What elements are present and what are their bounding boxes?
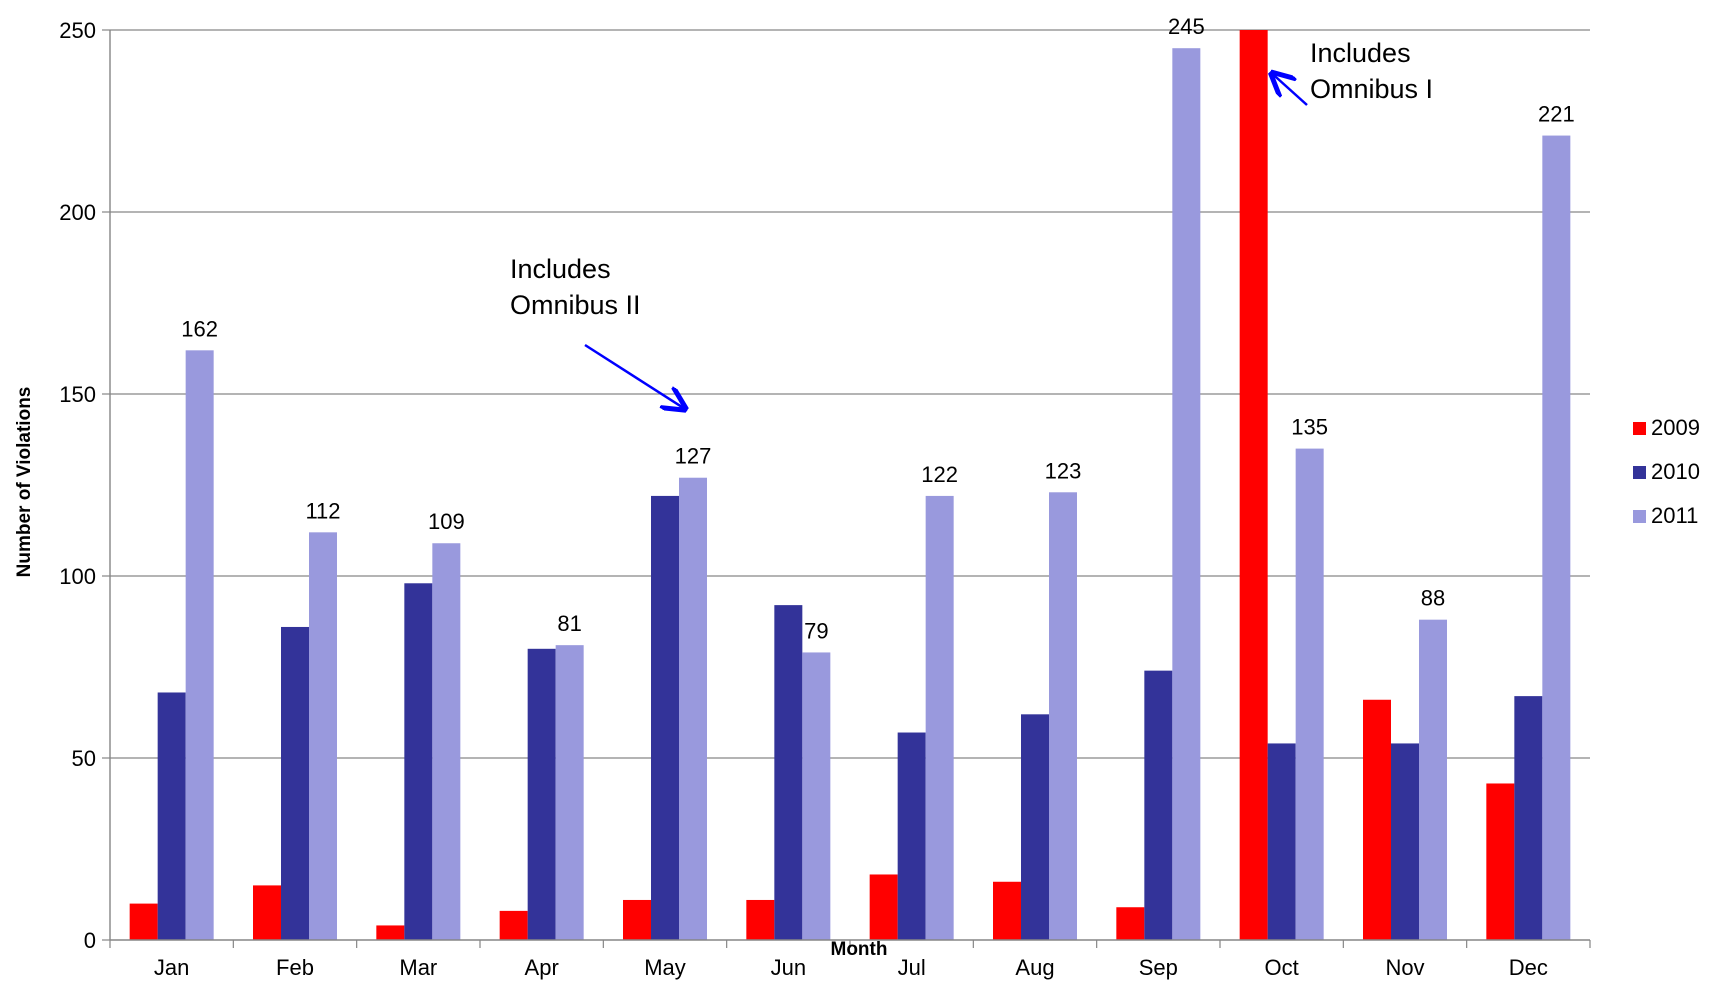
bar-2010-dec bbox=[1514, 696, 1543, 940]
bar-2009-feb bbox=[253, 885, 281, 940]
annotation-text: Omnibus II bbox=[510, 290, 641, 320]
legend-label-2010: 2010 bbox=[1651, 459, 1700, 484]
x-tick-label: Jun bbox=[771, 955, 806, 980]
annotation-text: Includes bbox=[1310, 38, 1411, 68]
bar-2009-may bbox=[623, 899, 651, 940]
bar-2010-apr bbox=[527, 648, 556, 940]
data-labels: 162 112 109 81 127 79 122 123 245 135 88 221 bbox=[181, 14, 1574, 643]
bar-2010-jan bbox=[157, 692, 186, 940]
y-tick-label: 0 bbox=[84, 928, 96, 953]
bar-2010-nov bbox=[1391, 743, 1419, 940]
data-label-dec: 221 bbox=[1538, 102, 1575, 127]
data-label-mar: 109 bbox=[428, 509, 465, 534]
data-label-jun: 79 bbox=[804, 618, 828, 643]
data-label-oct: 135 bbox=[1291, 415, 1328, 440]
y-tick-label: 250 bbox=[59, 18, 96, 43]
bar-2009-oct bbox=[1239, 30, 1268, 940]
data-label-jul: 122 bbox=[921, 462, 958, 487]
gridlines bbox=[110, 29, 1590, 759]
axes: 0 50 100 150 200 250 Jan Feb Mar Apr May Jun Jul Aug S… bbox=[59, 18, 1591, 980]
y-tick-label: 100 bbox=[59, 564, 96, 589]
x-tick-label: Mar bbox=[399, 955, 437, 980]
bar-2010-aug bbox=[1021, 714, 1049, 940]
bar-2009-aug bbox=[993, 881, 1021, 940]
annotation-text: Includes bbox=[510, 254, 611, 284]
bar-2009-dec bbox=[1486, 783, 1515, 940]
legend-label-2009: 2009 bbox=[1651, 415, 1700, 440]
legend-swatch-2011 bbox=[1633, 510, 1646, 523]
x-tick-label: May bbox=[644, 955, 686, 980]
x-tick-label: Jan bbox=[154, 955, 189, 980]
bar-2011-jun bbox=[802, 652, 831, 940]
bar-2010-mar bbox=[404, 583, 433, 940]
x-tick-label: Jul bbox=[898, 955, 926, 980]
data-label-sep: 245 bbox=[1168, 14, 1205, 39]
data-label-nov: 88 bbox=[1421, 586, 1445, 611]
y-axis-title: Number of Violations bbox=[14, 387, 35, 578]
bar-2011-dec bbox=[1542, 135, 1571, 940]
bar-2011-jan bbox=[185, 350, 214, 940]
bar-2010-oct bbox=[1267, 743, 1296, 940]
bar-2009-nov bbox=[1363, 699, 1391, 940]
data-label-apr: 81 bbox=[557, 611, 581, 636]
bar-2011-sep bbox=[1172, 48, 1201, 940]
bar-2011-nov bbox=[1419, 619, 1447, 940]
legend: 2009 2010 2011 bbox=[1633, 415, 1700, 528]
y-tick-label: 50 bbox=[72, 746, 96, 771]
data-label-jan: 162 bbox=[181, 316, 218, 341]
bar-2009-jan bbox=[129, 903, 158, 940]
bar-2010-feb bbox=[281, 626, 309, 940]
bar-2011-mar bbox=[432, 543, 461, 940]
bar-2011-jul bbox=[925, 495, 954, 940]
x-tick-label: Oct bbox=[1265, 955, 1299, 980]
bar-2011-feb bbox=[309, 532, 337, 940]
bar-2009-mar bbox=[376, 925, 405, 940]
bar-2010-jun bbox=[774, 605, 803, 940]
data-label-aug: 123 bbox=[1045, 458, 1082, 483]
bar-2009-sep bbox=[1116, 907, 1145, 940]
bar-2011-aug bbox=[1049, 492, 1077, 940]
legend-swatch-2010 bbox=[1633, 466, 1646, 479]
bar-2009-jul bbox=[869, 874, 898, 940]
y-tick-label: 200 bbox=[59, 200, 96, 225]
bar-2009-apr bbox=[499, 910, 528, 940]
legend-label-2011: 2011 bbox=[1651, 503, 1698, 528]
annotation-text: Omnibus I bbox=[1310, 74, 1433, 104]
bar-2010-jul bbox=[897, 732, 926, 940]
x-tick-label: Sep bbox=[1139, 955, 1178, 980]
bar-2011-oct bbox=[1295, 448, 1324, 940]
data-label-may: 127 bbox=[675, 444, 712, 469]
annotation-arrow bbox=[1274, 75, 1308, 106]
x-tick-label: Feb bbox=[276, 955, 314, 980]
x-tick-label: Apr bbox=[525, 955, 559, 980]
x-tick-label: Nov bbox=[1385, 955, 1424, 980]
data-label-feb: 112 bbox=[305, 498, 340, 523]
bar-2009-jun bbox=[746, 899, 775, 940]
bars bbox=[129, 30, 1571, 940]
bar-2010-may bbox=[651, 495, 679, 940]
bar-2010-sep bbox=[1144, 670, 1173, 940]
x-axis-title: Month bbox=[831, 939, 888, 960]
x-tick-label: Dec bbox=[1509, 955, 1548, 980]
x-tick-label: Aug bbox=[1015, 955, 1054, 980]
annotations: Includes Omnibus II Includes Omnibus I bbox=[510, 38, 1433, 408]
legend-swatch-2009 bbox=[1633, 422, 1646, 435]
bar-2011-may bbox=[679, 477, 707, 940]
annotation-arrow bbox=[584, 343, 683, 408]
y-tick-label: 150 bbox=[59, 382, 96, 407]
bar-2011-apr bbox=[555, 645, 584, 940]
